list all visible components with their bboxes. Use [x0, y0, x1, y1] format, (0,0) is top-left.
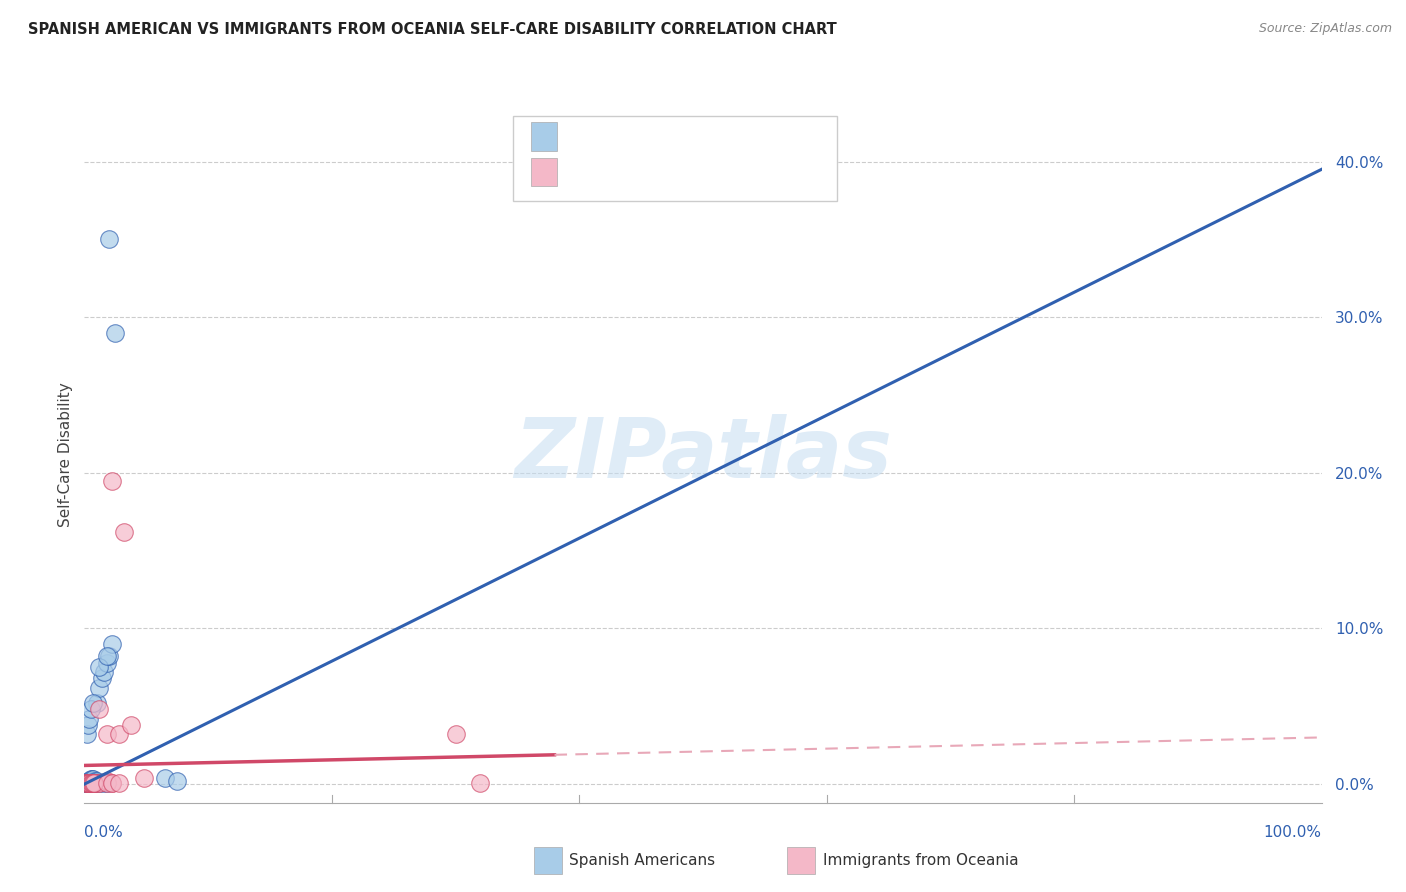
Point — [96, 656, 118, 670]
Point — [79, 712, 101, 726]
Point — [80, 774, 103, 789]
Text: Spanish Americans: Spanish Americans — [569, 854, 716, 868]
Text: N = 31: N = 31 — [703, 165, 761, 179]
Point — [79, 775, 101, 789]
Point — [80, 774, 103, 789]
Point — [79, 774, 101, 789]
Point — [76, 775, 98, 789]
Point — [80, 775, 103, 789]
Point — [89, 660, 111, 674]
Text: R = 0.657: R = 0.657 — [565, 129, 641, 144]
Point — [96, 649, 118, 664]
Point — [82, 774, 104, 789]
Point — [79, 772, 101, 787]
Point — [76, 775, 98, 789]
Point — [89, 702, 111, 716]
Point — [83, 775, 105, 789]
Point — [77, 775, 100, 789]
Point — [75, 775, 97, 789]
Point — [80, 775, 103, 789]
Point — [83, 774, 105, 789]
Point — [79, 775, 101, 789]
Text: SPANISH AMERICAN VS IMMIGRANTS FROM OCEANIA SELF-CARE DISABILITY CORRELATION CHA: SPANISH AMERICAN VS IMMIGRANTS FROM OCEA… — [28, 22, 837, 37]
Point — [75, 775, 97, 789]
Point — [82, 774, 104, 789]
Point — [96, 727, 118, 741]
Point — [93, 665, 115, 679]
Point — [76, 775, 98, 789]
Y-axis label: Self-Care Disability: Self-Care Disability — [58, 383, 73, 527]
Text: 100.0%: 100.0% — [1264, 825, 1322, 840]
Point — [120, 718, 142, 732]
Point — [96, 775, 118, 789]
Point — [79, 775, 101, 789]
Text: R = 0.084: R = 0.084 — [565, 165, 641, 179]
Point — [82, 772, 104, 787]
Text: ZIPatlas: ZIPatlas — [515, 415, 891, 495]
Point — [100, 775, 122, 789]
Point — [79, 775, 101, 789]
Point — [82, 696, 104, 710]
Point — [104, 326, 127, 340]
Point — [79, 775, 101, 789]
Point — [89, 775, 111, 789]
Point — [86, 696, 108, 710]
Point — [86, 775, 108, 789]
Point — [77, 775, 100, 789]
Point — [444, 727, 467, 741]
Point — [79, 775, 101, 789]
Point — [77, 774, 100, 789]
Point — [80, 772, 103, 787]
Text: 0.0%: 0.0% — [84, 825, 124, 840]
Point — [79, 775, 101, 789]
Point — [100, 474, 122, 488]
Point — [100, 637, 122, 651]
Point — [83, 775, 105, 789]
Point — [108, 775, 131, 789]
Point — [89, 681, 111, 695]
Point — [98, 232, 121, 246]
Point — [100, 775, 122, 789]
Point — [77, 775, 100, 789]
Point — [79, 775, 101, 789]
Point — [75, 775, 97, 789]
Point — [108, 727, 131, 741]
Point — [112, 524, 135, 539]
Point — [166, 774, 188, 789]
Point — [77, 775, 100, 789]
Text: Immigrants from Oceania: Immigrants from Oceania — [823, 854, 1018, 868]
Point — [79, 775, 101, 789]
Point — [86, 774, 108, 789]
Point — [77, 775, 100, 789]
Point — [82, 775, 104, 789]
Point — [79, 775, 101, 789]
Point — [79, 775, 101, 789]
Point — [83, 775, 105, 789]
Point — [80, 775, 103, 789]
Point — [91, 775, 114, 789]
Point — [76, 727, 98, 741]
Point — [98, 649, 121, 664]
Point — [82, 775, 104, 789]
Point — [84, 774, 107, 789]
Text: N = 51: N = 51 — [703, 129, 761, 144]
Point — [79, 702, 101, 716]
Point — [79, 775, 101, 789]
Point — [77, 718, 100, 732]
Point — [89, 775, 111, 789]
Point — [96, 775, 118, 789]
Point — [90, 671, 112, 685]
Point — [153, 771, 176, 785]
Point — [76, 775, 98, 789]
Text: Source: ZipAtlas.com: Source: ZipAtlas.com — [1258, 22, 1392, 36]
Point — [470, 775, 492, 789]
Point — [132, 771, 155, 785]
Point — [80, 775, 103, 789]
Point — [96, 774, 118, 789]
